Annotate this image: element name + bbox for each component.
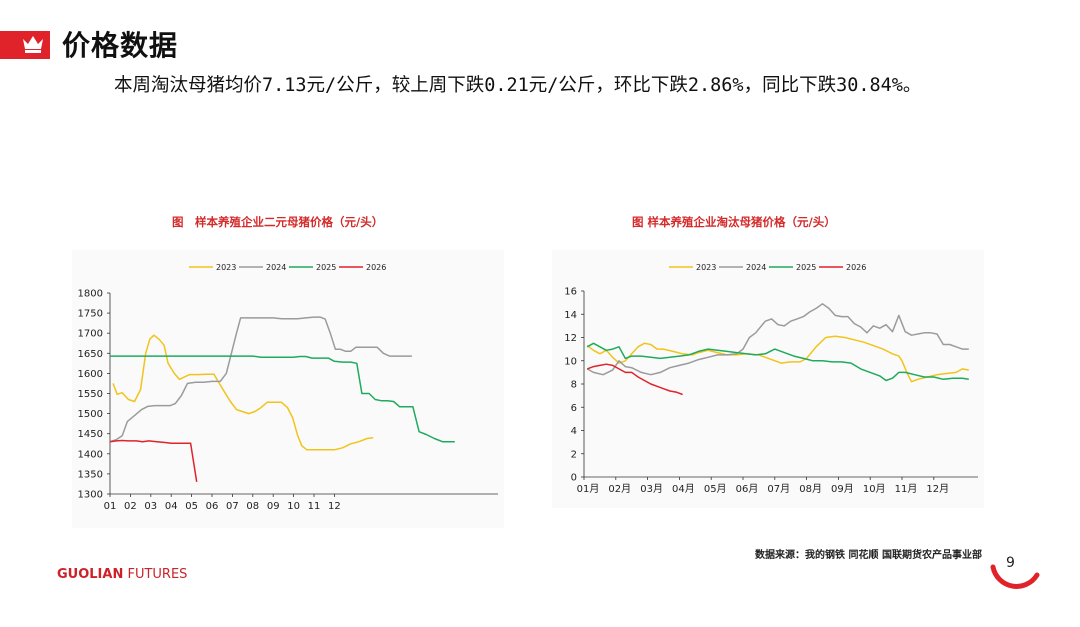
chart2-y-tick-label: 10 [564, 356, 577, 367]
chart2-series-2023 [586, 335, 969, 383]
chart1-panel: 2023 2024 2025 2026 1300 1350 1400 1450 1500 1550… [72, 250, 504, 528]
chart2-panel: 2023 2024 2025 2026 0 2 4 6 8 10 12 14 16 01月 02月 03月 04… [552, 250, 984, 508]
chart1-legend-label-2024: 2024 [266, 263, 286, 272]
chart2-x-tick-label: 07月 [767, 483, 790, 495]
chart1-legend-label-2023: 2023 [216, 263, 236, 272]
chart1-y-tick-label: 1550 [78, 389, 103, 400]
chart2-title: 图 样本养殖企业淘汰母猪价格（元/头） [632, 215, 836, 229]
chart1-x-tick-label: 07 [226, 501, 239, 512]
chart2-x-tick-label: 04月 [672, 483, 695, 495]
chart2-x-tick-label: 06月 [736, 483, 759, 495]
chart2-y-tick-label: 16 [564, 287, 577, 298]
chart2-x-tick-label: 09月 [831, 483, 854, 495]
chart2-x-tick-label: 01月 [577, 483, 600, 495]
chart1-x-tick-label: 09 [267, 501, 280, 512]
chart2-y-tick-label: 14 [564, 310, 577, 321]
chart1-x-tick-label: 05 [185, 501, 198, 512]
chart1-x-tick-label: 01 [104, 501, 117, 512]
chart1-y-tick-label: 1700 [78, 329, 103, 340]
chart2-x-tick-label: 12月 [926, 483, 949, 495]
chart2-x-tick-label: 11月 [895, 483, 918, 495]
chart1-x-tick-label: 04 [165, 501, 178, 512]
chart1-series-2025 [110, 355, 455, 443]
chart2-x-tick-label: 08月 [799, 483, 822, 495]
chart2-x-tick-label: 03月 [640, 483, 663, 495]
page-title: 价格数据 [62, 29, 179, 62]
chart1-y-tick-label: 1650 [78, 349, 103, 360]
chart1-y-tick-label: 1400 [78, 449, 103, 460]
chart1-y-tick-label: 1600 [78, 369, 103, 380]
chart1-x-tick-label: 02 [124, 501, 137, 512]
chart1-x-tick-label: 11 [308, 501, 321, 512]
brand-bold: GUOLIAN [57, 567, 124, 582]
chart1-y-tick-label: 1800 [78, 289, 103, 300]
chart2-legend-label-2025: 2025 [796, 263, 816, 272]
chart2-x-tick-label: 02月 [608, 483, 631, 495]
chart2-x-tick-label: 10月 [863, 483, 886, 495]
chart2-series-2026 [586, 363, 683, 396]
chart2-svg: 2023 2024 2025 2026 0 2 4 6 8 10 12 14 16 01月 02月 03月 04… [564, 263, 978, 495]
page-number: 9 [1006, 555, 1015, 571]
chart2-legend-label-2023: 2023 [696, 263, 716, 272]
page-corner-arc-icon [990, 564, 1040, 589]
chart1-x-tick-label: 10 [287, 501, 300, 512]
chart2-series-2024 [586, 303, 969, 376]
chart1-x-tick-label: 03 [144, 501, 157, 512]
chart2-y-tick-label: 0 [571, 473, 577, 484]
chart1-series-2023 [112, 334, 374, 451]
chart2-series-2025 [586, 342, 969, 382]
chart1-x-tick-label: 06 [206, 501, 219, 512]
chart1-y-tick-label: 1450 [78, 429, 103, 440]
chart2-y-tick-label: 8 [571, 380, 577, 391]
brand-logo-text: GUOLIAN FUTURES [57, 567, 187, 582]
chart2-legend-label-2024: 2024 [746, 263, 766, 272]
chart2-y-tick-label: 2 [571, 449, 577, 460]
chart2-y-tick-label: 12 [564, 333, 577, 344]
chart1-svg: 2023 2024 2025 2026 1300 1350 1400 1450 1500 1550… [78, 263, 498, 512]
chart1-x-tick-label: 08 [246, 501, 259, 512]
chart1-series-2026 [109, 439, 198, 483]
chart1-legend-label-2025: 2025 [316, 263, 336, 272]
chart1-y-tick-label: 1500 [78, 409, 103, 420]
chart1-y-tick-label: 1350 [78, 469, 103, 480]
data-source: 数据来源：我的钢铁 同花顺 国联期货农产品事业部 [755, 550, 982, 561]
chart2-legend-label-2026: 2026 [846, 263, 866, 272]
chart2-y-tick-label: 4 [571, 426, 577, 437]
crown-icon [23, 36, 43, 53]
chart1-legend-label-2026: 2026 [366, 263, 386, 272]
brand-rest: FUTURES [123, 567, 188, 582]
chart2-x-tick-label: 05月 [704, 483, 727, 495]
chart1-y-tick-label: 1300 [78, 490, 103, 501]
chart1-title: 图 样本养殖企业二元母猪价格（元/头） [172, 215, 384, 229]
chart1-y-tick-label: 1750 [78, 309, 103, 320]
chart2-y-tick-label: 6 [571, 403, 577, 414]
summary-text: 本周淘汰母猪均价7.13元/公斤，较上周下跌0.21元/公斤，环比下跌2.86%… [114, 75, 922, 96]
chart1-x-tick-label: 12 [328, 501, 341, 512]
chart1-series-2024 [109, 316, 412, 443]
